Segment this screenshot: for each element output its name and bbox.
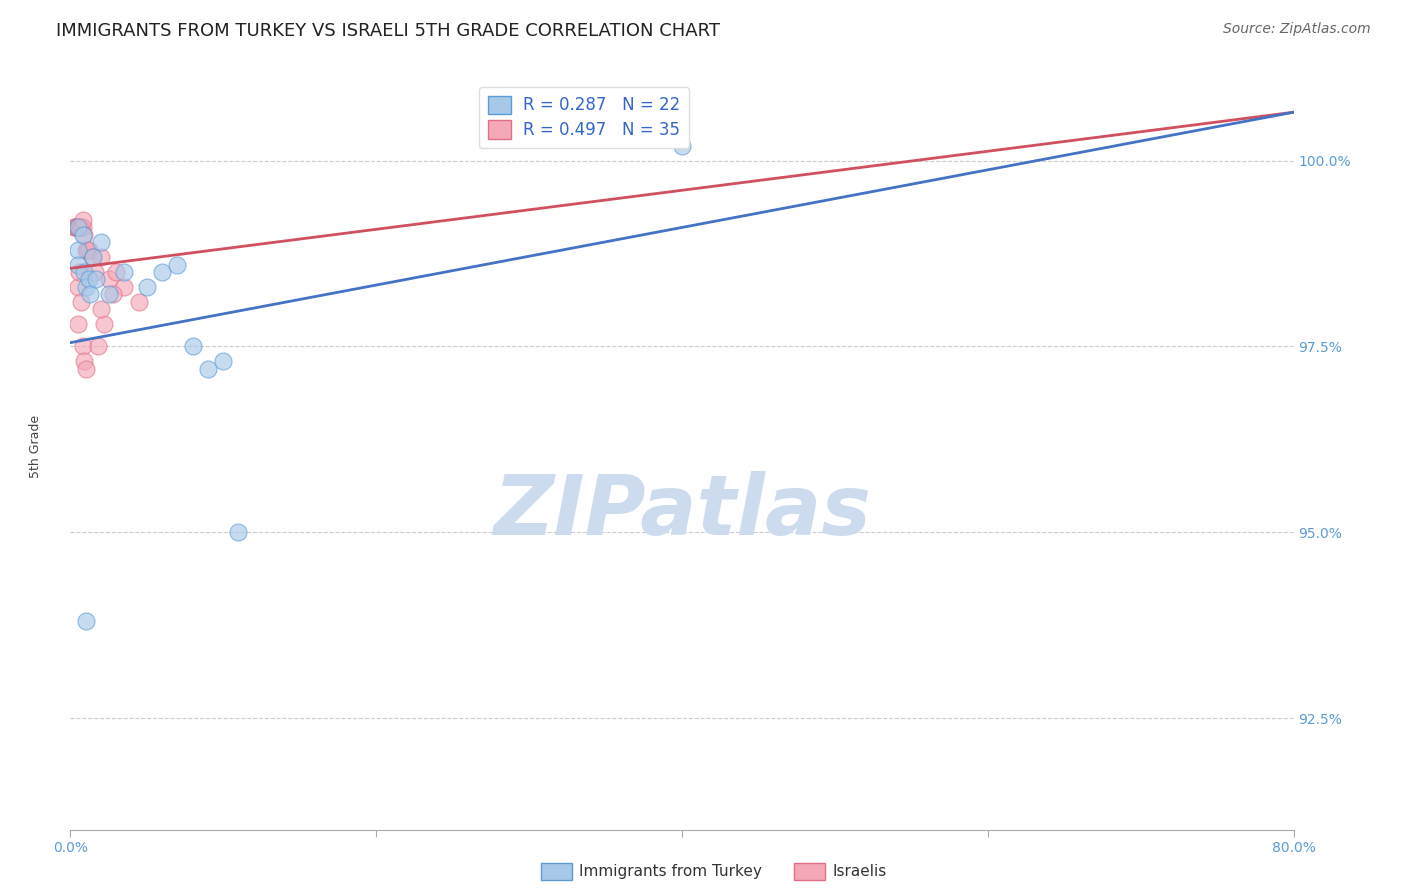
Point (75, 280, 97, 294)
Text: 5th Grade: 5th Grade (28, 415, 42, 477)
Text: Source: ZipAtlas.com: Source: ZipAtlas.com (1223, 22, 1371, 37)
Point (66, 220, 89, 235)
Point (97, 272, 120, 286)
Point (93, 317, 115, 331)
Point (87, 339, 110, 353)
Point (63, 220, 86, 235)
Text: IMMIGRANTS FROM TURKEY VS ISRAELI 5TH GRADE CORRELATION CHART: IMMIGRANTS FROM TURKEY VS ISRAELI 5TH GR… (56, 22, 720, 40)
Point (84, 272, 107, 286)
Point (197, 361, 219, 376)
Point (90, 302, 112, 317)
Point (70, 220, 93, 235)
Point (70, 220, 93, 235)
Point (69, 220, 91, 235)
Point (66, 220, 89, 235)
Point (63, 220, 86, 235)
Point (73, 354, 96, 368)
Point (80, 250, 103, 264)
Point (90, 250, 112, 264)
Point (101, 287, 124, 301)
Legend: R = 0.287   N = 22, R = 0.497   N = 35: R = 0.287 N = 22, R = 0.497 N = 35 (478, 87, 689, 148)
Text: Israelis: Israelis (832, 864, 887, 879)
Point (69, 220, 91, 235)
Point (79, 287, 101, 301)
Point (66, 317, 89, 331)
Point (135, 280, 157, 294)
Point (112, 280, 135, 294)
Point (69, 265, 91, 279)
Point (105, 265, 128, 279)
Point (63, 220, 86, 235)
Point (72, 339, 94, 353)
Point (66, 243, 89, 257)
Point (75, 361, 97, 376)
Point (70, 294, 93, 309)
Point (72, 213, 94, 227)
Point (66, 258, 89, 272)
Point (212, 354, 235, 368)
Point (671, 138, 693, 153)
Point (66, 280, 89, 294)
Point (128, 294, 150, 309)
Point (228, 525, 250, 540)
Point (166, 258, 188, 272)
Point (76, 243, 98, 257)
Point (66, 220, 89, 235)
Point (75, 615, 97, 629)
Point (83, 265, 105, 279)
Point (65, 220, 87, 235)
Point (77, 272, 100, 286)
Point (73, 265, 96, 279)
Point (77, 243, 100, 257)
Point (75, 243, 97, 257)
Text: Immigrants from Turkey: Immigrants from Turkey (579, 864, 762, 879)
Point (150, 265, 173, 279)
Point (72, 220, 94, 235)
Point (73, 227, 96, 242)
Point (72, 227, 94, 242)
Point (65, 220, 87, 235)
Text: ZIPatlas: ZIPatlas (494, 471, 870, 551)
Point (112, 265, 135, 279)
Point (82, 250, 104, 264)
Point (90, 235, 112, 250)
Point (97, 287, 120, 301)
Point (181, 339, 204, 353)
